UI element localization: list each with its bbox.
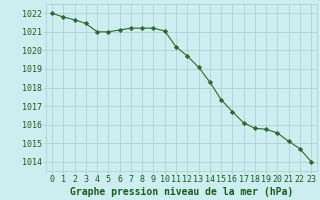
X-axis label: Graphe pression niveau de la mer (hPa): Graphe pression niveau de la mer (hPa) <box>70 187 293 197</box>
